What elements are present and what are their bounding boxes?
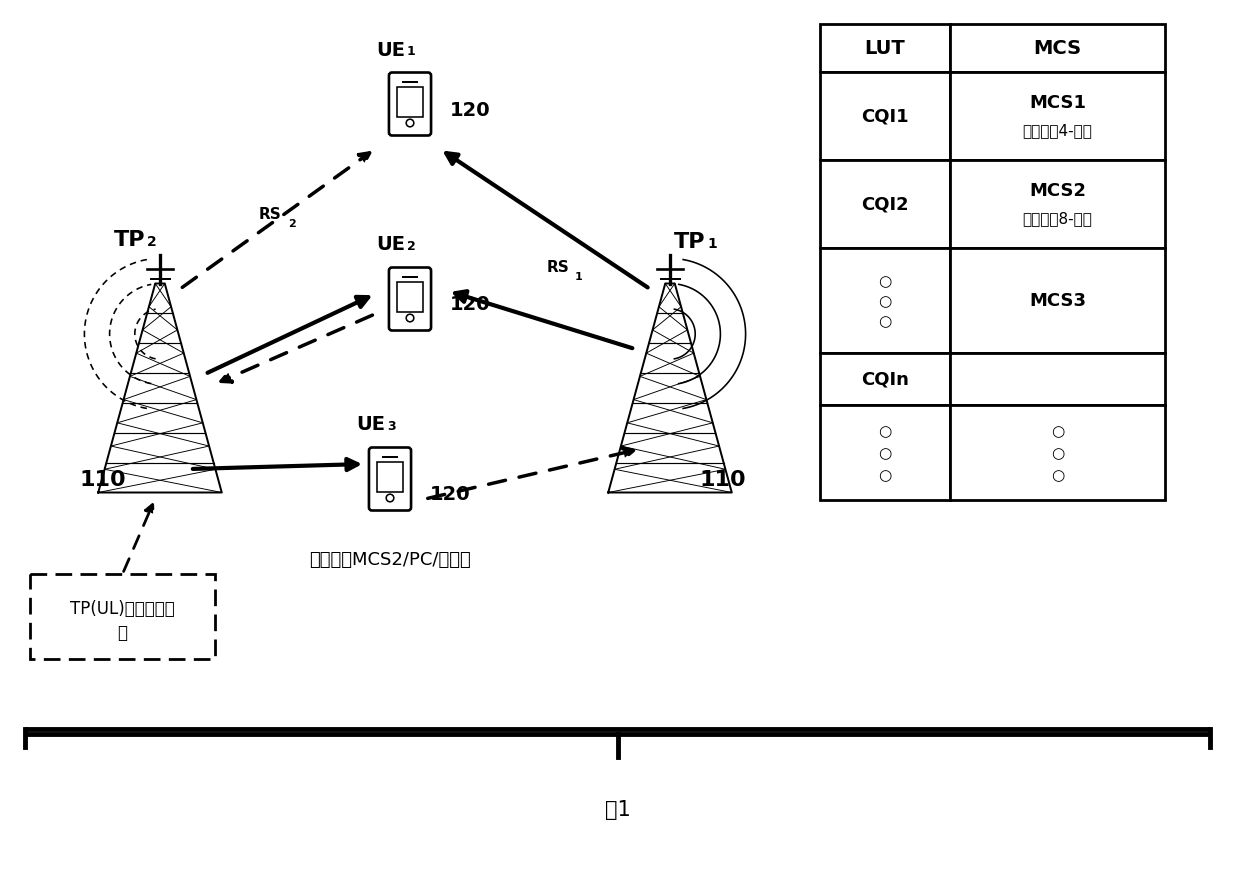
- Text: 1: 1: [406, 45, 416, 58]
- Text: ○: ○: [1051, 467, 1064, 482]
- Text: RS: RS: [259, 207, 281, 222]
- Text: 120: 120: [450, 296, 491, 314]
- Text: LUT: LUT: [865, 39, 906, 59]
- Text: MCS3: MCS3: [1030, 292, 1087, 310]
- Text: （例如，8-点）: （例如，8-点）: [1022, 211, 1093, 226]
- Text: MCS: MCS: [1033, 39, 1082, 59]
- Text: （例如，4-点）: （例如，4-点）: [1022, 124, 1093, 139]
- Text: 1: 1: [707, 237, 716, 251]
- Text: ○: ○: [878, 467, 892, 482]
- Bar: [820, 249, 950, 353]
- Text: 2: 2: [287, 218, 296, 229]
- Text: 2: 2: [406, 239, 416, 253]
- Text: MCS2: MCS2: [1030, 182, 1087, 200]
- FancyBboxPatch shape: [30, 574, 216, 660]
- Text: 110: 110: [700, 469, 747, 489]
- Text: ○: ○: [878, 446, 892, 460]
- Text: 110: 110: [81, 469, 126, 489]
- Bar: [820, 405, 950, 501]
- Text: RS: RS: [546, 260, 570, 275]
- FancyBboxPatch shape: [369, 448, 411, 511]
- Polygon shape: [98, 284, 222, 493]
- Text: ○: ○: [878, 424, 892, 438]
- FancyBboxPatch shape: [389, 268, 431, 332]
- Text: TP: TP: [114, 230, 145, 250]
- Text: UE: UE: [375, 40, 405, 60]
- Text: ○: ○: [1051, 446, 1064, 460]
- Text: UE: UE: [356, 415, 385, 434]
- Text: ○: ○: [878, 314, 892, 329]
- Text: 量: 量: [118, 624, 128, 642]
- Text: 120: 120: [450, 100, 491, 119]
- Bar: [396, 89, 422, 118]
- Text: 1: 1: [575, 272, 582, 282]
- Text: ○: ○: [878, 294, 892, 309]
- Text: TP(UL)信道质量测: TP(UL)信道质量测: [71, 600, 175, 617]
- Text: UE: UE: [375, 235, 405, 254]
- Text: 图1: 图1: [605, 799, 631, 819]
- Text: TP: TP: [674, 232, 705, 252]
- Bar: [820, 25, 950, 73]
- Text: 3: 3: [387, 419, 395, 432]
- Text: CQI2: CQI2: [861, 196, 909, 214]
- Text: （例如，MCS2/PC/导频）: （例如，MCS2/PC/导频）: [309, 551, 471, 568]
- Text: MCS1: MCS1: [1030, 94, 1087, 112]
- Text: 120: 120: [430, 485, 471, 504]
- Text: CQIn: CQIn: [861, 371, 909, 389]
- Text: ○: ○: [1051, 424, 1064, 438]
- Bar: [950, 160, 1165, 249]
- Text: ○: ○: [878, 274, 892, 289]
- Bar: [820, 353, 950, 405]
- Bar: [396, 283, 422, 312]
- FancyBboxPatch shape: [389, 74, 431, 136]
- Text: 2: 2: [147, 235, 157, 249]
- Bar: [377, 463, 403, 492]
- Bar: [950, 249, 1165, 353]
- Text: CQI1: CQI1: [861, 108, 909, 126]
- Polygon shape: [608, 284, 732, 493]
- Bar: [950, 73, 1165, 160]
- Bar: [950, 405, 1165, 501]
- Bar: [820, 73, 950, 160]
- Bar: [950, 25, 1165, 73]
- Bar: [950, 353, 1165, 405]
- Bar: [820, 160, 950, 249]
